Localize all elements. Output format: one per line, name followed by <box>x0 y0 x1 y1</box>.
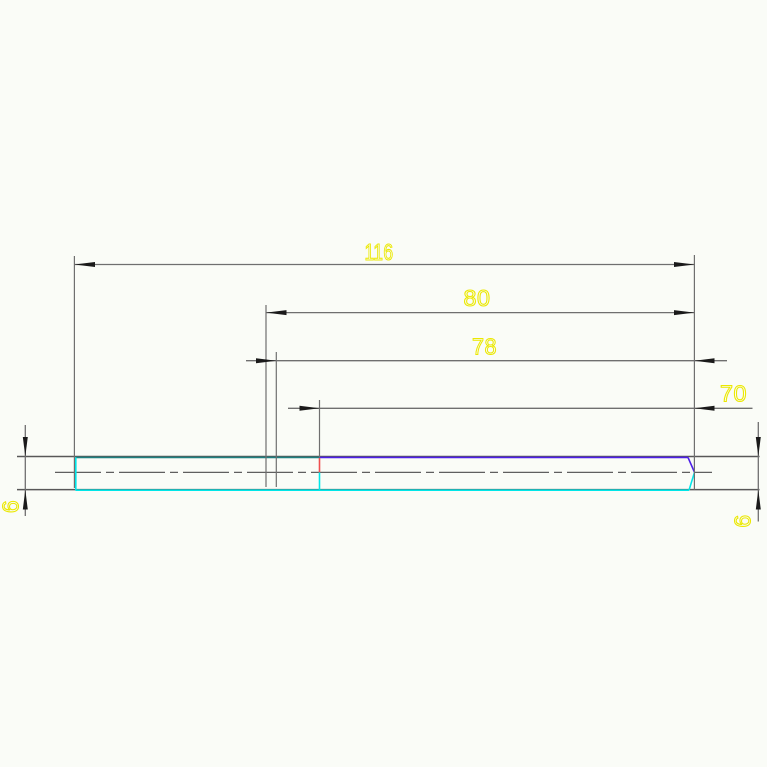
part-tip-chamfer-lower <box>688 472 696 491</box>
dim-80-arrow-right <box>674 310 695 316</box>
dim-6-left-arrow-bottom <box>22 489 28 510</box>
dim-6-right-arrow-bottom <box>755 489 761 510</box>
dimension-6-right: 6 <box>729 422 761 528</box>
dim-116-arrow-left <box>74 262 95 267</box>
dim-6-right-label: 6 <box>730 514 756 527</box>
dimension-70: 70 <box>288 380 753 411</box>
dim-78-label: 78 <box>472 334 497 360</box>
dimension-80: 80 <box>266 284 695 316</box>
dim-116-label: 116 <box>365 239 394 265</box>
dim-70-arrow-right <box>694 405 715 411</box>
dim-116-arrow-right <box>674 262 695 267</box>
dim-70-arrow-left <box>299 405 320 411</box>
part-tip-chamfer-upper <box>687 457 696 473</box>
dim-78-arrow-right <box>694 358 715 364</box>
dim-6-right-arrow-top <box>755 437 761 457</box>
dimension-78: 78 <box>246 333 727 364</box>
dim-80-label: 80 <box>464 285 491 311</box>
dim-78-arrow-left <box>256 358 277 364</box>
dim-70-label: 70 <box>720 381 747 407</box>
dimension-116: 116 <box>74 238 695 267</box>
dim-80-arrow-left <box>266 310 287 316</box>
dim-6-left-label: 6 <box>0 500 24 513</box>
part-profile <box>75 456 696 492</box>
extension-lines <box>73 255 696 490</box>
dim-6-left-arrow-top <box>22 437 28 457</box>
dimension-6-left: 6 <box>0 425 28 516</box>
stock-outline <box>17 455 760 491</box>
